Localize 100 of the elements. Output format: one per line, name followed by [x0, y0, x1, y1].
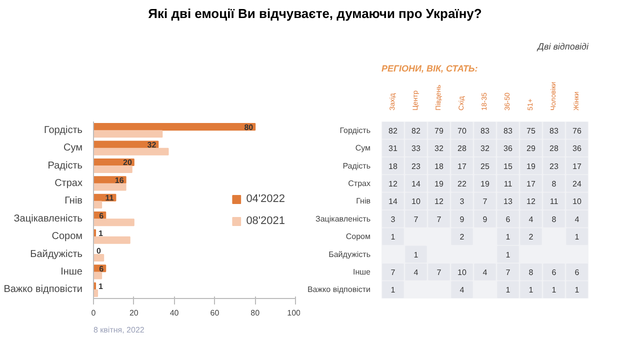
y-tick-label: Важко відповісти [307, 285, 371, 294]
data-label: 10 [458, 268, 467, 277]
data-label: 70 [458, 126, 467, 136]
data-label: 7 [414, 214, 419, 224]
y-tick-label: Байдужість [328, 250, 371, 259]
data-label: 9 [460, 214, 465, 224]
data-label: 31 [388, 144, 398, 154]
data-label: 17 [572, 162, 582, 171]
data-label: 8 [528, 268, 534, 277]
data-label: 13 [504, 197, 513, 206]
data-label: 1 [506, 250, 511, 260]
y-tick-label: Сором [52, 231, 83, 242]
data-label: 36 [572, 144, 582, 154]
legend-label: 08'2021 [246, 214, 285, 226]
data-label: 12 [388, 179, 398, 188]
data-label: 2 [528, 232, 534, 242]
data-label: 20 [123, 158, 132, 168]
data-label: 16 [114, 176, 124, 185]
data-label: 17 [458, 162, 467, 171]
y-tick-label: Гнів [356, 196, 370, 206]
data-label: 1 [552, 286, 557, 295]
data-label: 1 [98, 229, 104, 238]
data-label: 1 [574, 286, 580, 295]
data-label: 4 [482, 268, 488, 277]
bar [94, 236, 130, 244]
data-label: 17 [526, 179, 536, 188]
data-label: 6 [552, 268, 557, 277]
data-label: 18 [434, 162, 444, 171]
data-label: 14 [412, 179, 421, 188]
data-label: 14 [388, 197, 398, 206]
data-label: 32 [480, 144, 490, 154]
data-label: 4 [528, 214, 534, 224]
y-tick-label: Гнів [64, 196, 83, 207]
y-tick-label: Важко відповісти [4, 284, 83, 296]
data-label: 19 [526, 162, 536, 171]
data-label: 83 [480, 126, 490, 136]
data-label: 82 [388, 126, 398, 136]
data-label: 2 [460, 232, 465, 242]
data-label: 7 [506, 268, 511, 277]
bar [94, 218, 134, 226]
data-label: 6 [99, 264, 104, 274]
data-label: 11 [105, 194, 114, 203]
data-label: 29 [526, 144, 536, 154]
data-label: 3 [460, 197, 465, 206]
y-tick-label: Зацікавленість [316, 214, 371, 224]
data-label: 7 [436, 214, 442, 224]
text: РЕГІОНИ, ВІК, СТАТЬ: [382, 64, 478, 74]
x-tick-label: 60 [210, 308, 220, 318]
data-label: 10 [572, 197, 582, 206]
data-label: 28 [458, 144, 467, 154]
data-label: 25 [480, 162, 490, 171]
bar [94, 254, 104, 262]
y-tick-label: Зацікавленість [14, 213, 83, 224]
bar [94, 148, 169, 156]
data-label: 8 [552, 179, 557, 188]
data-label: 11 [504, 179, 513, 188]
data-label: 33 [412, 144, 421, 154]
data-label: 75 [526, 126, 536, 136]
data-label: 83 [550, 126, 559, 136]
data-label: 79 [434, 126, 444, 136]
data-label: 1 [414, 250, 419, 260]
x-tick-label: 100 [287, 308, 302, 318]
data-label: 6 [574, 268, 580, 277]
data-label: 24 [572, 179, 582, 188]
data-label: 1 [528, 286, 534, 295]
bar [94, 200, 102, 208]
data-label: 22 [458, 179, 467, 188]
data-label: 23 [550, 162, 559, 171]
x-tick-label: 20 [129, 308, 139, 318]
data-label: 28 [550, 144, 559, 154]
data-label: 8 [552, 214, 557, 224]
chart-title: Які дві емоції Ви відчуваєте, думаючи про Україну? [148, 5, 482, 23]
data-label: 10 [412, 197, 421, 206]
y-tick-label: Інше [352, 267, 372, 276]
data-label: 18 [388, 162, 398, 171]
data-label: 19 [434, 179, 444, 188]
y-tick-label: Сум [64, 142, 83, 154]
data-label: 36 [504, 144, 513, 154]
data-label: 15 [504, 162, 513, 171]
data-label: 83 [504, 126, 513, 136]
data-label: 80 [244, 122, 254, 132]
x-tick-label: 40 [170, 308, 180, 318]
x-tick-label: 80 [250, 308, 260, 318]
data-label: 11 [550, 197, 559, 206]
data-label: 6 [506, 214, 511, 224]
data-label: 23 [412, 162, 421, 171]
data-label: 7 [390, 268, 396, 277]
y-tick-label: Інше [60, 266, 83, 278]
data-label: 3 [390, 214, 396, 224]
data-label: 9 [482, 214, 488, 224]
data-label: 19 [480, 179, 490, 188]
bar [94, 130, 163, 138]
data-label: 12 [526, 197, 536, 206]
data-label: 82 [412, 126, 421, 136]
data-label: 76 [572, 126, 582, 136]
y-tick-label: Страх [348, 178, 371, 188]
data-label: 32 [147, 140, 157, 150]
x-tick-label: 0 [91, 308, 96, 318]
data-label: 7 [482, 197, 488, 206]
data-label: 0 [96, 246, 102, 256]
